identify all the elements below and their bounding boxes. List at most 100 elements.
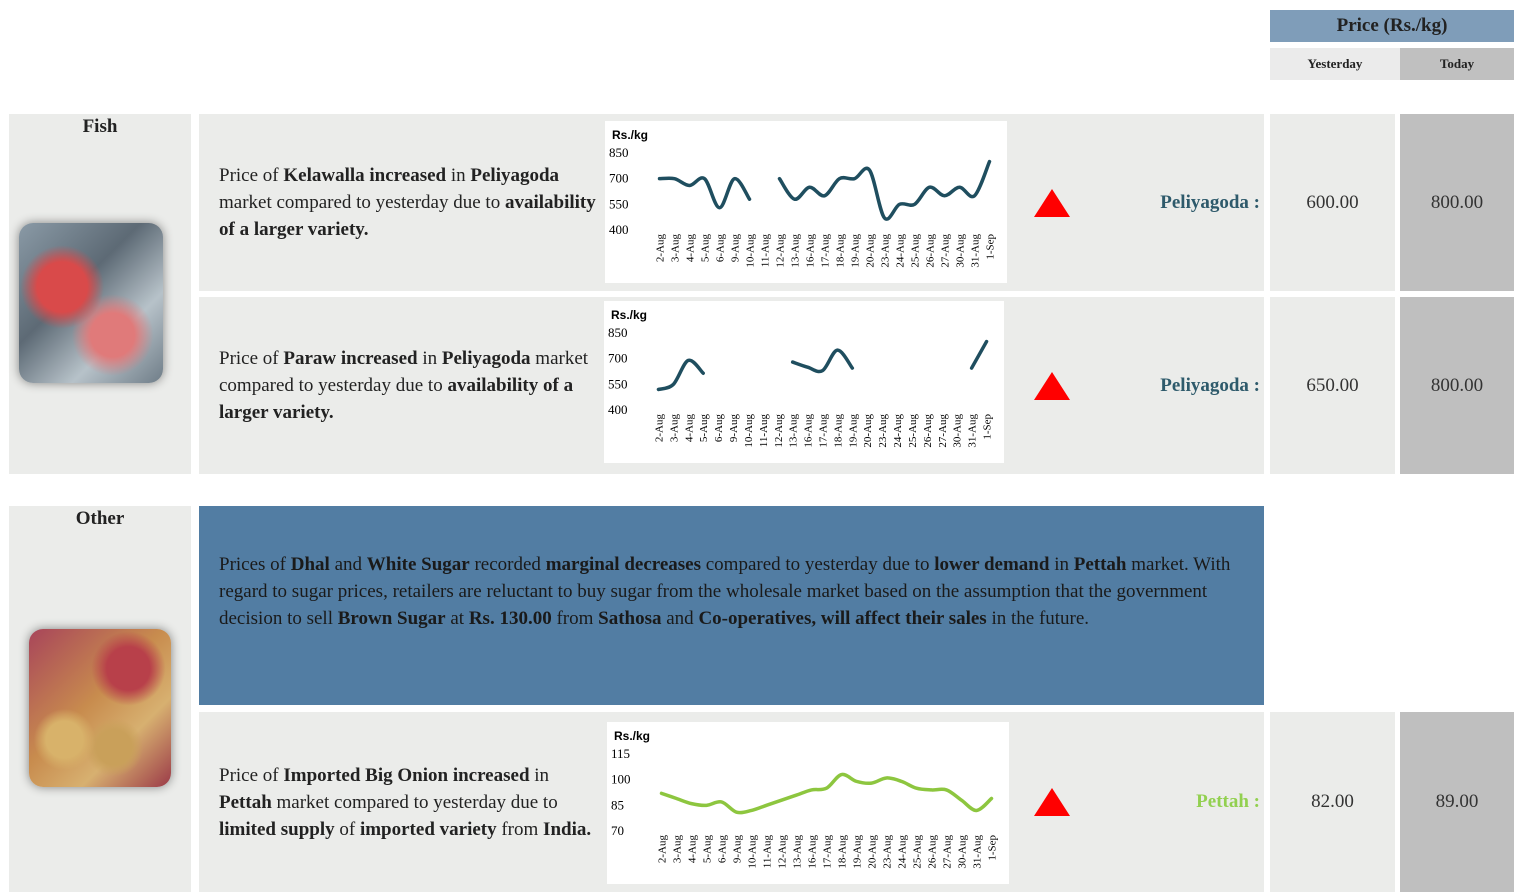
x-tick-label: 26-Aug	[925, 234, 937, 268]
text-run: Brown Sugar	[338, 608, 446, 629]
increase-icon	[1032, 187, 1072, 219]
yesterday-header: Yesterday	[1270, 48, 1400, 80]
market-text: Pettah :	[1196, 791, 1260, 813]
x-tick-label: 13-Aug	[792, 835, 804, 869]
market-label: Pettah :	[1080, 712, 1260, 892]
y-tick-label: 850	[608, 325, 628, 340]
text-run: marginal decreases	[546, 554, 701, 575]
page: Price (Rs./kg) Yesterday Today FishPrice…	[0, 0, 1514, 892]
row-text-body: Price of Imported Big Onion increased in…	[219, 762, 599, 843]
text-run: in	[418, 348, 442, 369]
x-tick-label: 30-Aug	[957, 835, 969, 869]
text-run: Paraw increased	[283, 348, 417, 369]
x-tick-label: 4-Aug	[687, 835, 699, 864]
x-tick-label: 23-Aug	[882, 835, 894, 869]
x-tick-label: 5-Aug	[702, 835, 714, 864]
x-tick-label: 13-Aug	[790, 234, 802, 268]
x-tick-label: 9-Aug	[728, 414, 740, 443]
x-tick-label: 9-Aug	[732, 835, 744, 864]
text-run: Kelawalla increased	[283, 165, 446, 186]
x-tick-label: 11-Aug	[762, 835, 774, 869]
x-tick-label: 11-Aug	[758, 414, 770, 448]
row-text-body: Price of Paraw increased in Peliyagoda m…	[219, 345, 599, 426]
price-chart: Rs./kg70851001152-Aug3-Aug4-Aug5-Aug6-Au…	[607, 722, 1009, 884]
y-tick-label: 550	[609, 196, 629, 211]
x-tick-label: 17-Aug	[822, 835, 834, 869]
price-header: Price (Rs./kg)	[1270, 10, 1514, 42]
y-axis-label: Rs./kg	[612, 128, 648, 142]
x-tick-label: 2-Aug	[655, 234, 667, 263]
text-run: in	[530, 765, 550, 786]
y-tick-label: 115	[611, 746, 630, 761]
x-tick-label: 2-Aug	[653, 414, 665, 443]
market-label: Peliyagoda :	[1080, 297, 1260, 474]
market-label: Peliyagoda :	[1080, 114, 1260, 291]
row-text: Price of Kelawalla increased in Peliyago…	[219, 114, 599, 291]
text-run: compared to yesterday due to	[701, 554, 934, 575]
x-tick-label: 24-Aug	[892, 414, 904, 448]
x-tick-label: 17-Aug	[820, 234, 832, 268]
text-run: Price of	[219, 348, 283, 369]
x-tick-label: 25-Aug	[912, 835, 924, 869]
x-tick-label: 16-Aug	[807, 835, 819, 869]
row-text: Price of Paraw increased in Peliyagoda m…	[219, 297, 599, 474]
x-tick-label: 27-Aug	[942, 835, 954, 869]
x-tick-label: 26-Aug	[927, 835, 939, 869]
x-tick-label: 30-Aug	[955, 234, 967, 268]
x-tick-label: 23-Aug	[880, 234, 892, 268]
text-run: Co-operatives, will affect their sales	[698, 608, 986, 629]
x-tick-label: 5-Aug	[698, 414, 710, 443]
x-tick-label: 24-Aug	[895, 234, 907, 268]
x-tick-label: 9-Aug	[730, 234, 742, 263]
market-text: Peliyagoda :	[1160, 375, 1260, 397]
increase-icon	[1032, 786, 1072, 818]
price-line	[660, 178, 750, 208]
section-title: Fish	[9, 116, 191, 138]
today-price: 89.00	[1400, 712, 1514, 892]
text-run: in the future.	[987, 608, 1089, 629]
text-run: India.	[543, 819, 591, 840]
x-tick-label: 20-Aug	[865, 234, 877, 268]
x-tick-label: 3-Aug	[672, 835, 684, 864]
text-run: and	[330, 554, 367, 575]
x-tick-label: 19-Aug	[852, 835, 864, 869]
text-run: Peliyagoda	[442, 348, 531, 369]
text-run: at	[446, 608, 469, 629]
row-text-body: Price of Kelawalla increased in Peliyago…	[219, 162, 599, 243]
text-run: imported variety	[360, 819, 497, 840]
text-run: Pettah	[219, 792, 272, 813]
x-tick-label: 1-Sep	[982, 414, 994, 440]
text-run: Prices of	[219, 554, 291, 575]
y-tick-label: 400	[609, 222, 629, 237]
x-tick-label: 6-Aug	[715, 234, 727, 263]
x-tick-label: 25-Aug	[907, 414, 919, 448]
text-run: lower demand	[934, 554, 1049, 575]
x-tick-label: 6-Aug	[713, 414, 725, 443]
x-tick-label: 30-Aug	[952, 414, 964, 448]
x-tick-label: 2-Aug	[657, 835, 669, 864]
triangle	[1034, 372, 1070, 400]
x-tick-label: 17-Aug	[818, 414, 830, 448]
x-tick-label: 31-Aug	[970, 234, 982, 268]
x-tick-label: 16-Aug	[803, 414, 815, 448]
y-tick-label: 700	[609, 171, 629, 186]
section-title: Other	[9, 508, 191, 530]
y-tick-label: 550	[608, 376, 628, 391]
x-tick-label: 5-Aug	[700, 234, 712, 263]
fish-image	[19, 223, 163, 383]
text-run: Pettah	[1074, 554, 1127, 575]
x-tick-label: 31-Aug	[972, 835, 984, 869]
x-tick-label: 18-Aug	[832, 414, 844, 448]
text-run: White Sugar	[367, 554, 470, 575]
x-tick-label: 3-Aug	[668, 414, 680, 443]
x-tick-label: 20-Aug	[867, 835, 879, 869]
y-axis-label: Rs./kg	[611, 308, 647, 322]
text-run: from	[497, 819, 543, 840]
text-run: market compared to yesterday due to	[272, 792, 558, 813]
x-tick-label: 23-Aug	[877, 414, 889, 448]
y-axis-label: Rs./kg	[614, 729, 650, 743]
text-run: Sathosa	[598, 608, 661, 629]
triangle	[1034, 788, 1070, 816]
price-line	[972, 342, 987, 369]
